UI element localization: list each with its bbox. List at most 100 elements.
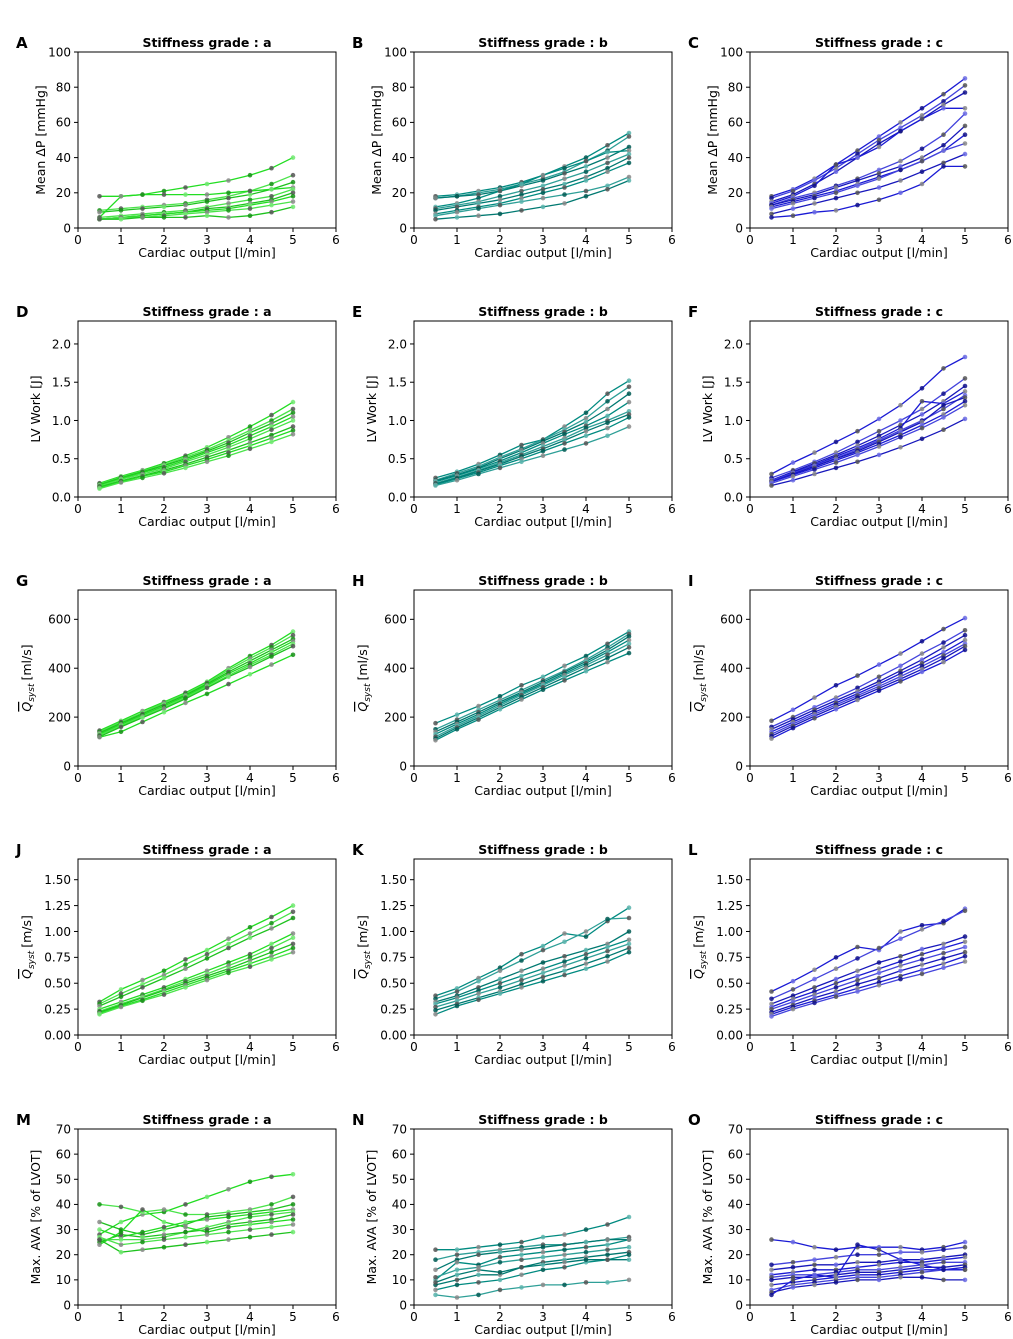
data-point bbox=[855, 1252, 860, 1257]
data-point bbox=[626, 945, 632, 951]
series-line-a2 bbox=[99, 174, 294, 212]
data-point bbox=[941, 956, 946, 961]
data-point bbox=[769, 1282, 774, 1288]
data-point bbox=[812, 1244, 817, 1250]
data-point bbox=[898, 929, 903, 934]
x-axis-label: Cardiac output [l/min] bbox=[138, 514, 275, 529]
data-point bbox=[583, 1244, 589, 1250]
data-point bbox=[941, 945, 946, 951]
series-line-a2 bbox=[99, 408, 294, 485]
data-point bbox=[605, 183, 610, 189]
y-tick-label: 200 bbox=[720, 710, 743, 724]
data-point bbox=[519, 199, 524, 204]
data-point bbox=[97, 1012, 102, 1017]
series-line-c3 bbox=[771, 91, 966, 203]
x-tick-label: 2 bbox=[160, 502, 168, 516]
data-point bbox=[269, 957, 274, 962]
x-tick-label: 0 bbox=[410, 502, 418, 516]
data-point bbox=[855, 202, 860, 208]
x-tick-label: 5 bbox=[289, 771, 297, 785]
data-point bbox=[118, 1219, 124, 1225]
data-point bbox=[454, 204, 460, 210]
y-tick-label: 2.0 bbox=[388, 337, 407, 351]
data-point bbox=[247, 206, 253, 211]
data-point bbox=[583, 1249, 589, 1255]
panel-letter: J bbox=[15, 841, 22, 859]
series-line-a6 bbox=[99, 425, 294, 488]
y-axis-label-sub: syst bbox=[27, 950, 37, 969]
data-point bbox=[247, 197, 253, 203]
data-point bbox=[519, 951, 524, 957]
panel-title: Stiffness grade : c bbox=[815, 573, 943, 588]
data-point bbox=[290, 1194, 296, 1200]
series-line-a8 bbox=[99, 200, 294, 220]
data-point bbox=[790, 460, 796, 465]
y-axis-label-q: Q bbox=[19, 969, 34, 979]
data-point bbox=[898, 120, 903, 125]
data-point bbox=[562, 447, 567, 452]
data-point bbox=[540, 183, 546, 189]
data-point bbox=[497, 1270, 503, 1275]
data-point bbox=[433, 1004, 438, 1010]
data-point bbox=[962, 376, 968, 381]
panel-title: Stiffness grade : a bbox=[142, 1112, 271, 1127]
data-point bbox=[833, 985, 839, 990]
y-tick-label: 50 bbox=[56, 1173, 71, 1187]
x-tick-label: 6 bbox=[332, 233, 340, 247]
data-point bbox=[583, 164, 589, 169]
x-tick-label: 6 bbox=[1004, 233, 1012, 247]
data-point bbox=[562, 963, 567, 968]
x-axis-label: Cardiac output [l/min] bbox=[474, 514, 611, 529]
data-point bbox=[583, 668, 589, 674]
x-axis-label: Cardiac output [l/min] bbox=[138, 245, 275, 260]
y-tick-label: 1.0 bbox=[388, 414, 407, 428]
data-point bbox=[898, 418, 903, 423]
x-tick-label: 2 bbox=[496, 1040, 504, 1054]
panel-g: G Stiffness grade : a 0 1 2 3 4 5 6 Cardiac outpu… bbox=[16, 572, 340, 798]
data-point bbox=[433, 1292, 438, 1298]
data-point bbox=[519, 973, 524, 979]
data-point bbox=[919, 436, 925, 442]
x-tick-label: 6 bbox=[1004, 771, 1012, 785]
data-point bbox=[605, 916, 610, 922]
data-point bbox=[118, 994, 124, 999]
x-tick-label: 6 bbox=[332, 1310, 340, 1324]
data-point bbox=[876, 1252, 882, 1257]
series-line-a3 bbox=[99, 638, 294, 734]
data-point bbox=[833, 683, 839, 688]
y-tick-label: 30 bbox=[56, 1223, 71, 1237]
data-point bbox=[626, 144, 632, 150]
data-point bbox=[962, 416, 968, 422]
series-line-a7 bbox=[99, 654, 294, 738]
series-line-b6 bbox=[435, 646, 630, 740]
y-tick-label: 60 bbox=[728, 1147, 743, 1161]
data-point bbox=[605, 1222, 610, 1227]
data-point bbox=[605, 433, 610, 439]
panel-letter: D bbox=[16, 303, 28, 321]
series-line-c5 bbox=[771, 1261, 965, 1278]
data-point bbox=[605, 150, 610, 155]
series-line-a9 bbox=[99, 1231, 294, 1253]
data-point bbox=[269, 181, 274, 187]
data-point bbox=[876, 662, 882, 667]
data-point bbox=[540, 178, 546, 183]
data-point bbox=[140, 192, 145, 197]
data-point bbox=[626, 391, 632, 397]
data-point bbox=[204, 691, 210, 697]
y-tick-label: 0.75 bbox=[380, 951, 407, 965]
series-line-c4 bbox=[771, 941, 966, 1008]
data-point bbox=[962, 399, 968, 404]
plot-frame bbox=[413, 1128, 673, 1306]
data-point bbox=[161, 204, 167, 210]
x-tick-label: 4 bbox=[246, 771, 254, 785]
data-point bbox=[833, 169, 839, 174]
data-point bbox=[290, 414, 296, 420]
y-tick-label: 0.00 bbox=[716, 1028, 743, 1042]
data-point bbox=[497, 980, 503, 986]
series-line-c8 bbox=[771, 142, 966, 210]
panel-letter: F bbox=[688, 303, 698, 321]
panel-title: Stiffness grade : b bbox=[478, 1112, 608, 1127]
data-point bbox=[497, 211, 503, 217]
data-point bbox=[519, 977, 524, 983]
y-tick-label: 0 bbox=[399, 221, 407, 235]
